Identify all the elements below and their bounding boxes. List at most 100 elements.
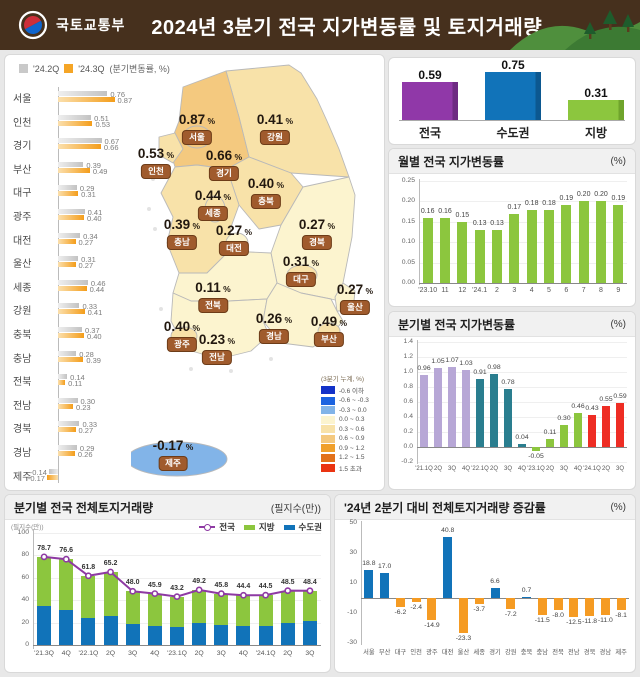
map-value: 0.87 %	[178, 112, 216, 127]
region-badge: 서울	[182, 129, 212, 145]
region-bar-value: 0.23	[75, 402, 91, 412]
map-legend-title: (3분기 누계, %)	[321, 376, 365, 383]
map-callout-서울: 0.87 % 서울	[179, 113, 215, 145]
region-bar-value: 0.51	[94, 113, 109, 123]
map-value: 0.40 %	[163, 319, 201, 334]
region-bar	[58, 238, 76, 244]
x-tick-label: 광주	[426, 649, 438, 656]
x-tick-label: 인천	[410, 649, 422, 656]
summary-bar-panel: 0.59 전국 0.75 수도권 0.31 지방	[388, 57, 636, 145]
bar-value-label: 0.78	[501, 378, 515, 386]
region-bar-value: 0.76	[110, 90, 125, 99]
summary-bar-전국	[402, 82, 458, 120]
bar-3Q	[616, 402, 624, 447]
bar-value-label: -11.5	[534, 617, 550, 625]
x-tick-label: 강원	[504, 649, 517, 656]
bar-jibang	[125, 591, 140, 624]
x-tick-label: 9	[616, 287, 621, 294]
region-bar-value: 0.34	[83, 231, 98, 241]
region-bar	[58, 256, 79, 262]
map-value: 0.11 %	[195, 280, 231, 295]
y-tick-label: 1.0	[403, 368, 413, 375]
region-bar-value: 0.27	[78, 261, 94, 271]
x-tick-label: 4Q	[238, 650, 248, 657]
y-tick-label: 0.20	[401, 197, 415, 205]
region-bar	[58, 350, 77, 356]
x-tick-label: 제주	[615, 649, 627, 656]
x-tick-label: '21.1Q	[415, 466, 433, 472]
region-bar	[58, 215, 84, 220]
map-legend-label: -0.3 ~ 0.0	[339, 406, 367, 414]
region-bar-value: 0.40	[87, 214, 102, 223]
map-value: 0.39 %	[163, 217, 201, 232]
y-axis-line	[417, 340, 418, 464]
blue-square-icon	[283, 524, 295, 530]
bar-jibang	[236, 595, 251, 626]
bar-충남	[537, 598, 547, 616]
map-callout-충북: 0.40 % 충북	[248, 177, 284, 209]
gridline	[419, 262, 627, 264]
region-label: 세종	[13, 282, 32, 294]
region-bar	[58, 333, 84, 338]
gridline	[419, 181, 627, 182]
x-tick-label: 3Q	[305, 650, 315, 657]
percent-sign: %	[221, 192, 232, 202]
y-tick-label: 40	[21, 596, 29, 604]
bar-value-label: -11.0	[597, 616, 613, 624]
bar-sudogwon	[192, 622, 207, 645]
map-value: 0.27 %	[215, 223, 253, 238]
region-label: 대구	[13, 188, 32, 200]
map-legend-chip	[321, 464, 335, 472]
bar-value-label: -23.3	[455, 634, 472, 642]
summary-value: 0.75	[501, 58, 525, 72]
bar-value-label: -7.2	[504, 610, 517, 618]
x-tick-label: '23.1Q	[527, 466, 545, 472]
transactions-chart-unit: (필지수(만))	[270, 503, 321, 515]
x-tick-label: '23.10	[418, 287, 438, 294]
percent-sign: %	[232, 152, 243, 162]
x-tick-label: 충남	[536, 649, 549, 656]
bar-전남	[569, 598, 579, 617]
region-badge: 제주	[158, 455, 188, 471]
change-rate-chart-unit: (%)	[610, 501, 626, 513]
map-legend-label: 0.0 ~ 0.3	[339, 416, 365, 423]
bar-6	[561, 205, 572, 283]
zero-line	[361, 598, 629, 599]
x-tick-label: 3Q	[216, 650, 226, 657]
map-legend-item: 1.2 ~ 1.5	[321, 453, 383, 462]
region-label: 제주	[13, 471, 32, 483]
region-bar-value: 0.39	[86, 355, 101, 365]
gridline	[417, 357, 627, 358]
percent-sign: %	[337, 318, 348, 328]
map-legend-item: 0.0 ~ 0.3	[321, 415, 383, 424]
map-value: 0.27 %	[298, 217, 336, 232]
x-tick-label: 5	[547, 287, 551, 294]
y-tick-label: 50	[349, 519, 357, 526]
gridline	[33, 555, 321, 557]
map-legend-label: 0.3 ~ 0.6	[339, 425, 365, 433]
quarterly-chart-panel: 분기별 전국 지가변동률 (%) -0.2 0.0 0.2 0.4 0.6 0.8 1.0 1…	[388, 311, 636, 490]
region-bar-value: 0.40	[87, 332, 102, 341]
monthly-chart-panel: 월별 전국 지가변동률 (%) 0.00 0.05 0.10 0.15 0.20 0.25…	[388, 148, 636, 307]
bar-3Q	[504, 388, 512, 447]
x-tick-label: 2Q	[601, 466, 610, 472]
region-bar	[58, 138, 102, 144]
gridline	[417, 387, 627, 388]
percent-sign: %	[190, 323, 201, 333]
zero-line	[417, 447, 627, 448]
region-badge: 대전	[219, 240, 249, 256]
gridline	[419, 242, 627, 244]
region-label: 인천	[13, 117, 32, 129]
bar-value-label: 0.04	[515, 434, 529, 442]
region-bar	[58, 309, 85, 315]
bar-대전	[443, 536, 453, 598]
region-label: 대전	[13, 235, 32, 247]
small-island	[269, 357, 273, 361]
y-tick-label: -10	[347, 609, 357, 616]
x-tick-label: 부산	[378, 649, 391, 656]
bar-value-label: 0.98	[487, 363, 501, 371]
x-tick-label: '24.1	[472, 287, 488, 294]
q2-legend-chip	[19, 64, 28, 73]
region-bar	[58, 191, 79, 197]
region-bar-value: 0.41	[87, 208, 103, 217]
